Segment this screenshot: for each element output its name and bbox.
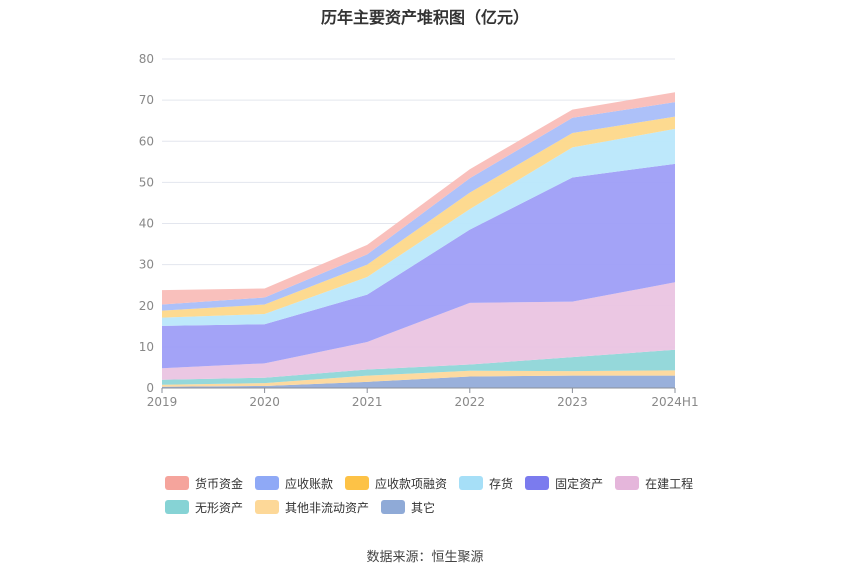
legend-swatch [345,476,370,490]
y-tick-label: 0 [146,381,154,395]
legend-swatch [459,476,484,490]
x-tick-label: 2020 [249,395,280,409]
legend: 货币资金 应收账款 应收款项融资 存货 固定资产 在建工程无形资产 其他非流动资产 其它 [165,472,725,520]
y-tick-label: 80 [139,52,154,66]
area-在建工程 [162,282,675,380]
legend-label: 固定资产 [555,476,604,491]
legend-item[interactable]: 存货 [459,475,513,492]
legend-item[interactable]: 无形资产 [165,499,243,516]
x-tick-label: 2023 [557,395,588,409]
area-存货 [162,128,675,326]
y-tick-label: 40 [139,217,154,231]
legend-swatch [525,476,550,490]
area-应收款项融资 [162,116,675,318]
legend-label: 在建工程 [645,476,694,491]
area-series [162,92,675,388]
legend-swatch [165,476,189,490]
stacked-area-chart: 0 10 20 30 40 50 60 70 80 2019 2020 2021 2022 2023 202… [139,52,699,409]
chart-title: 历年主要资产堆积图（亿元） [320,8,529,27]
data-source: 数据来源：恒生聚源 [366,550,484,565]
legend-item[interactable]: 在建工程 [615,475,693,492]
legend-item[interactable]: 应收账款 [255,475,333,492]
y-tick-label: 50 [139,175,154,189]
axes: 0 10 20 30 40 50 60 70 80 2019 2020 2021 2022 2023 202… [139,52,699,409]
legend-label: 其它 [411,500,436,515]
area-固定资产 [162,163,675,369]
legend-label: 其他非流动资产 [285,500,370,515]
legend-swatch [255,500,280,514]
area-其它 [162,375,675,388]
x-tick-label: 2019 [147,395,178,409]
legend-swatch [165,500,189,514]
x-tick-label: 2024H1 [651,395,698,409]
legend-row: 货币资金 应收账款 应收款项融资 存货 固定资产 在建工程 [165,472,725,494]
y-tick-label: 30 [139,258,154,272]
y-tick-label: 10 [139,340,154,354]
legend-item[interactable]: 应收款项融资 [345,475,447,492]
area-无形资产 [162,349,675,385]
area-应收账款 [162,102,675,311]
legend-label: 应收账款 [285,476,334,491]
legend-swatch [615,476,640,490]
y-tick-label: 20 [139,299,154,313]
y-tick-label: 70 [139,93,154,107]
legend-row: 无形资产 其他非流动资产 其它 [165,496,725,518]
legend-item[interactable]: 固定资产 [525,475,603,492]
y-tick-label: 60 [139,134,154,148]
legend-item[interactable]: 货币资金 [165,475,243,492]
legend-item[interactable]: 其它 [381,499,435,516]
legend-label: 应收款项融资 [375,476,448,491]
legend-item[interactable]: 其他非流动资产 [255,499,369,516]
legend-swatch [381,500,406,514]
area-其他非流动资产 [162,370,675,387]
x-tick-label: 2022 [455,395,486,409]
legend-swatch [255,476,280,490]
legend-label: 存货 [489,476,514,491]
legend-label: 货币资金 [195,476,244,491]
x-tick-label: 2021 [352,395,383,409]
legend-label: 无形资产 [195,500,244,515]
